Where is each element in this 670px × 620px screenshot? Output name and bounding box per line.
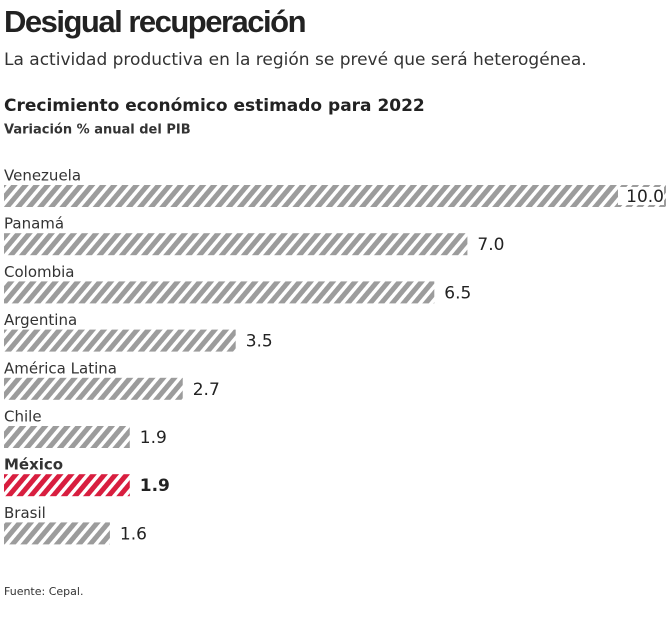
bar [4,233,468,256]
value-label: 10.0 [626,187,664,207]
value-label: 1.6 [120,524,147,544]
value-label: 3.5 [246,332,273,352]
category-label: Brasil [4,504,46,522]
bar [4,377,183,400]
subtitle: La actividad productiva en la región se … [4,50,587,70]
bar [4,522,110,545]
category-label: Chile [4,408,42,426]
value-label: 2.7 [193,380,220,400]
chart-subtitle: Variación % anual del PIB [4,123,191,138]
bar [4,185,666,207]
category-label: Argentina [4,311,77,329]
category-label: Venezuela [4,167,81,185]
chart-title: Crecimiento económico estimado para 2022 [4,96,425,116]
value-label-bg [618,187,664,205]
bar [4,281,435,304]
value-label: 6.5 [444,283,471,303]
bar [4,329,236,352]
category-label: México [4,456,63,474]
value-label: 1.9 [140,476,170,496]
category-label: Colombia [4,263,75,281]
source: Fuente: Cepal. [4,585,83,598]
value-label: 1.9 [140,428,167,448]
category-label: Panamá [4,215,64,233]
bar [4,426,130,448]
bar [4,474,130,497]
category-label: América Latina [4,359,117,377]
value-label: 7.0 [477,235,504,255]
title: Desigual recuperación [4,4,306,39]
